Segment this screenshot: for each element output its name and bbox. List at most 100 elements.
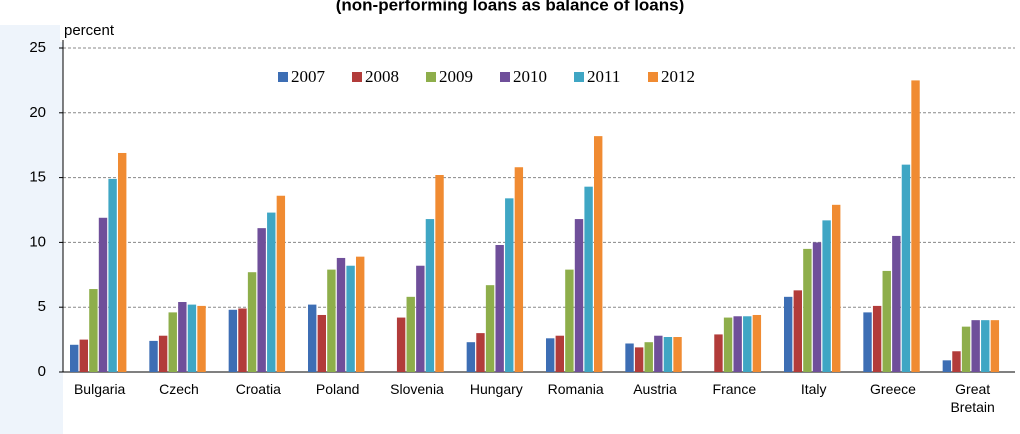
- bar: [911, 80, 920, 373]
- bar: [872, 305, 882, 372]
- bar: [238, 308, 247, 372]
- bar: [89, 289, 98, 372]
- x-tick-label: Bulgaria: [73, 381, 126, 397]
- legend-label: 2007: [291, 67, 326, 86]
- x-tick-label: France: [712, 381, 757, 397]
- bar: [634, 347, 644, 372]
- legend-swatch: [500, 72, 510, 82]
- x-tick-label: Croatia: [235, 381, 281, 397]
- x-tick-label: Austria: [633, 381, 677, 397]
- legend-label: 2008: [365, 67, 399, 86]
- bar: [168, 312, 177, 372]
- bar: [714, 334, 723, 372]
- bar: [336, 257, 346, 372]
- bar: [555, 335, 564, 372]
- legend-swatch: [574, 72, 584, 82]
- bar: [832, 204, 841, 372]
- y-tick-label: 10: [29, 233, 46, 250]
- bar: [565, 269, 574, 372]
- bar: [942, 360, 952, 372]
- bar: [644, 342, 653, 372]
- bar: [108, 178, 117, 372]
- legend: 2007 2008 2009 2010 2011 2012: [278, 67, 695, 86]
- bar: [733, 316, 742, 372]
- bar: [425, 219, 435, 372]
- legend-label: 2011: [587, 67, 620, 86]
- bar: [514, 167, 524, 372]
- bar: [863, 312, 872, 372]
- bar: [187, 304, 197, 372]
- bar: [971, 320, 980, 372]
- bar: [346, 265, 355, 372]
- bar: [317, 314, 326, 372]
- bar: [961, 326, 971, 372]
- bar: [197, 305, 206, 372]
- bar: [625, 343, 634, 372]
- bar: [118, 152, 127, 372]
- bar: [654, 335, 663, 372]
- bar: [952, 351, 961, 372]
- bar: [752, 314, 762, 372]
- bar: [793, 290, 802, 372]
- y-axis-label: percent: [64, 22, 115, 39]
- chart-title: (non-performing loans as balance of loan…: [336, 0, 685, 14]
- bar: [158, 335, 168, 372]
- bar: [574, 219, 584, 372]
- legend-label: 2010: [513, 67, 547, 86]
- bar: [485, 285, 495, 372]
- bar: [723, 317, 733, 372]
- x-tick-label: Hungary: [469, 381, 523, 397]
- bar: [476, 333, 485, 372]
- x-tick-label: Slovenia: [390, 381, 444, 397]
- bar: [70, 344, 79, 372]
- bar: [505, 198, 514, 372]
- bar: [276, 195, 286, 372]
- y-tick-label: 25: [29, 39, 46, 56]
- bar: [673, 337, 682, 372]
- y-tick-label: 0: [38, 363, 46, 380]
- legend-swatch: [648, 72, 658, 82]
- x-tick-label: Great Bretain: [950, 381, 995, 415]
- bar: [812, 242, 822, 372]
- bar: [584, 186, 593, 372]
- y-tick-label: 15: [29, 169, 46, 186]
- bar: [308, 304, 317, 372]
- side-band: [0, 25, 63, 434]
- bar: [803, 248, 812, 372]
- x-tick-label: Romania: [547, 381, 604, 397]
- bar: [495, 244, 504, 372]
- bar: [546, 338, 555, 372]
- bar: [882, 270, 891, 372]
- bar: [228, 309, 238, 372]
- bar: [356, 256, 365, 372]
- legend-label: 2012: [661, 67, 695, 86]
- x-tick-label: Poland: [315, 381, 360, 397]
- legend-swatch: [278, 72, 288, 82]
- bar: [822, 220, 831, 372]
- bar: [594, 136, 603, 372]
- bar: [178, 302, 187, 372]
- x-tick-label: Greece: [870, 381, 916, 397]
- bar: [416, 265, 425, 372]
- bar: [257, 228, 266, 372]
- bar: [743, 316, 752, 372]
- y-tick-label: 20: [29, 104, 46, 121]
- bar: [784, 296, 793, 372]
- legend-swatch: [426, 72, 436, 82]
- bar: [990, 320, 1000, 372]
- bar: [981, 320, 990, 372]
- bar: [327, 269, 336, 372]
- bar: [892, 235, 901, 372]
- bar: [406, 296, 415, 372]
- legend-swatch: [352, 72, 362, 82]
- bar: [466, 342, 476, 372]
- y-tick-label: 5: [38, 298, 46, 315]
- bar: [79, 339, 88, 372]
- bar: [663, 337, 673, 372]
- x-tick-label: Italy: [800, 381, 827, 397]
- x-tick-label: Czech: [159, 381, 199, 397]
- unit-box: [60, 19, 238, 42]
- bar: [901, 164, 911, 372]
